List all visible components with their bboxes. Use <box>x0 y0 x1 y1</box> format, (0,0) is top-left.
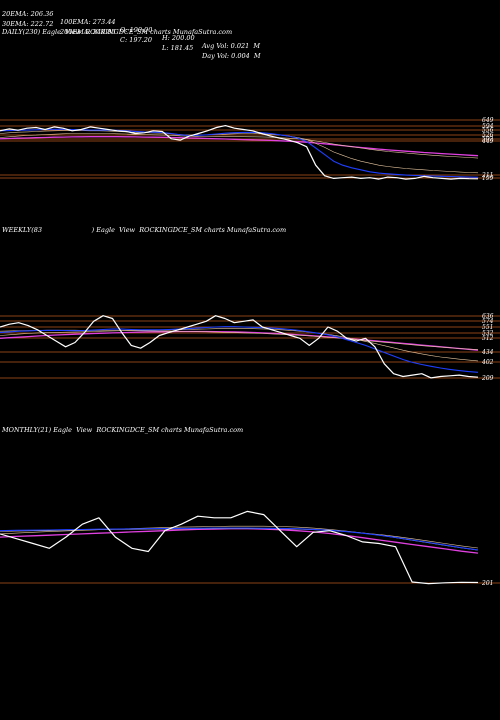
monthly-ema20-line <box>0 527 479 551</box>
weekly-ema200-line <box>0 330 479 351</box>
ema200-label: 200EMA: 349.85 <box>60 28 116 36</box>
daily-level-label: 199 <box>482 175 494 182</box>
avg-vol-label: Avg Vol: 0.021 M <box>202 42 261 50</box>
day-vol-label: Day Vol: 0.004 M <box>202 52 261 60</box>
ema30-label: 30EMA: 222.72 <box>2 20 54 28</box>
weekly-level-label: 532 <box>482 330 494 337</box>
high-label: H: 200.00 <box>162 34 195 42</box>
daily-level-label: 502 <box>482 136 494 143</box>
weekly-level-label: 402 <box>481 359 494 366</box>
monthly-level-label: 201 <box>481 580 493 587</box>
monthly-price-line <box>0 510 479 585</box>
weekly-level-label: 209 <box>481 375 494 382</box>
daily-price-line <box>0 124 479 180</box>
daily-level-label: 649 <box>482 117 494 124</box>
weekly-level-label: 512 <box>482 335 494 342</box>
daily-ema200-line <box>0 136 479 157</box>
open-label: O: 190.00 <box>120 26 153 34</box>
monthly-chart: 201 <box>0 510 500 587</box>
weekly-level-label: 551 <box>482 324 493 331</box>
weekly-level-label: 636 <box>482 313 494 320</box>
weekly-ema20-line <box>0 326 479 373</box>
daily-level-label: 526 <box>482 132 494 139</box>
weekly-level-label: 574 <box>482 318 494 325</box>
weekly-ema30-line <box>0 328 479 362</box>
monthly-chart-title: MONTHLY(21) Eagle View ROCKINGDCE_SM cha… <box>2 426 244 434</box>
daily-level-label: 556 <box>482 127 494 134</box>
ema100-label: 100EMA: 273.44 <box>60 18 116 26</box>
daily-level-label: 449 <box>481 138 494 145</box>
header-row-1: 20EMA: 206.36 100EMA: 273.44 O: 190.00 H… <box>2 2 498 50</box>
monthly-ema30-line <box>0 528 479 549</box>
ema20-label: 20EMA: 206.36 <box>2 10 54 18</box>
weekly-level-label: 434 <box>481 349 494 356</box>
daily-ema100-line <box>0 133 479 159</box>
weekly-price-line <box>0 315 479 379</box>
daily-ema30-line <box>0 130 479 174</box>
low-label: L: 181.45 <box>162 44 194 52</box>
weekly-chart-title: WEEKLY(83 ) Eagle View ROCKINGDCE_SM cha… <box>2 226 287 234</box>
daily-level-label: 211 <box>481 172 493 179</box>
daily-level-label: 594 <box>482 123 494 130</box>
daily-chart-title: DAILY(230) Eagle View ROCKINGDCE_SM char… <box>2 28 233 36</box>
header-row-2: 30EMA: 222.72 200EMA: 349.85 C: 197.20 L… <box>2 12 498 60</box>
close-label: C: 197.20 <box>120 36 152 44</box>
